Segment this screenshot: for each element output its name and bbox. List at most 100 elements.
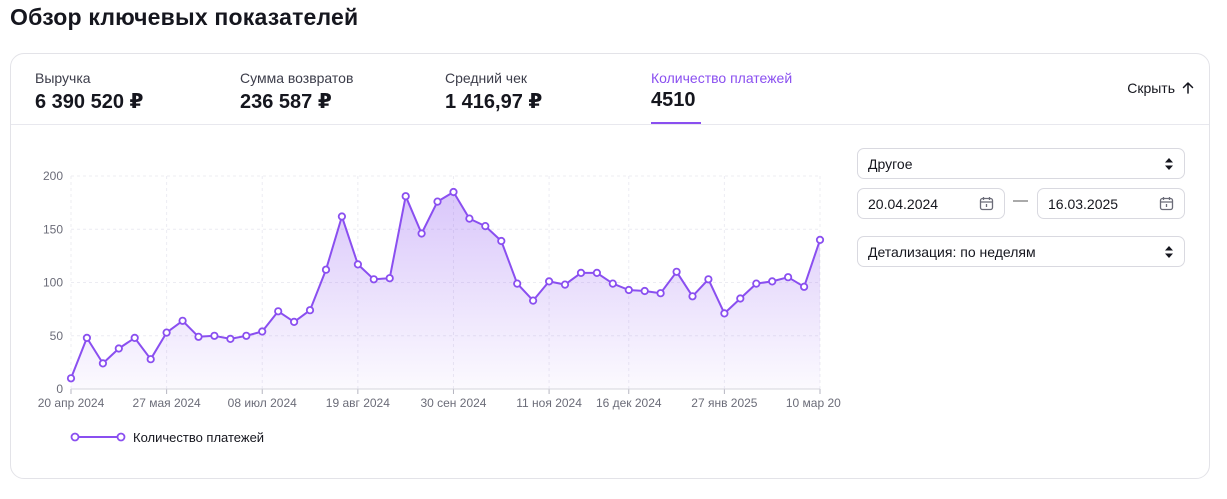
x-tick-label: 10 мар 2025 (786, 396, 841, 410)
date-from-value: 20.04.2024 (868, 195, 939, 212)
data-point (337, 212, 346, 221)
data-point (321, 265, 331, 274)
kpi-revenue[interactable]: Выручка 6 390 520 ₽ (35, 70, 143, 114)
y-tick-label: 100 (43, 276, 63, 290)
data-point (82, 333, 92, 342)
data-point (353, 260, 362, 269)
sort-arrows-icon (1165, 245, 1173, 258)
kpi-refunds[interactable]: Сумма возвратов 236 587 ₽ (240, 70, 353, 114)
arrow-up-icon (1182, 82, 1194, 94)
data-point (242, 331, 251, 340)
y-tick-label: 0 (56, 382, 63, 396)
x-tick-label: 20 апр 2024 (38, 396, 105, 410)
data-point (130, 333, 139, 342)
x-tick-label: 08 июл 2024 (228, 396, 297, 410)
data-point (513, 279, 522, 288)
data-point (481, 222, 490, 231)
data-point (417, 229, 426, 238)
data-point (799, 282, 809, 291)
hide-button-label: Скрыть (1127, 80, 1175, 96)
kpi-tabs: Выручка 6 390 520 ₽ Сумма возвратов 236 … (11, 54, 1209, 125)
data-point (544, 277, 554, 286)
data-point (289, 317, 299, 326)
x-tick-label: 11 ноя 2024 (516, 396, 582, 410)
data-point (592, 268, 602, 277)
series-area (71, 192, 820, 389)
period-select[interactable]: Другое (857, 148, 1185, 179)
hide-button[interactable]: Скрыть (1127, 80, 1195, 96)
data-point (656, 289, 665, 298)
kpi-average-check[interactable]: Средний чек 1 416,97 ₽ (445, 70, 542, 114)
data-point (720, 309, 729, 318)
y-tick-label: 200 (43, 169, 63, 183)
data-point (672, 267, 681, 276)
sort-arrows-icon (1165, 157, 1173, 170)
calendar-icon[interactable] (979, 196, 994, 211)
data-point (258, 327, 267, 336)
data-point (752, 279, 761, 288)
data-point (768, 277, 777, 286)
data-point (66, 374, 76, 383)
date-from-input[interactable]: 20.04.2024 (857, 188, 1005, 219)
data-point (576, 268, 586, 277)
kpi-value: 236 587 ₽ (240, 91, 332, 113)
legend-marker (116, 432, 126, 442)
data-point (162, 328, 171, 337)
data-point (465, 214, 474, 223)
data-point (98, 359, 108, 368)
calendar-icon[interactable] (1159, 196, 1174, 211)
kpi-payments-count[interactable]: Количество платежей 4510 (651, 70, 793, 124)
data-point (178, 316, 187, 325)
x-tick-label: 27 мая 2024 (133, 396, 201, 410)
kpi-value: 1 416,97 ₽ (445, 91, 543, 113)
data-point (210, 331, 219, 340)
data-point (497, 236, 506, 246)
kpi-card: Выручка 6 390 520 ₽ Сумма возвратов 236 … (10, 53, 1210, 479)
data-point (401, 192, 410, 201)
kpi-value: 6 390 520 ₽ (35, 91, 144, 113)
y-tick-label: 150 (43, 222, 63, 236)
detail-select-value: Детализация: по неделям (868, 243, 1036, 260)
data-point (194, 332, 203, 341)
kpi-label: Выручка (35, 70, 91, 86)
data-point (385, 274, 394, 283)
data-point (369, 275, 378, 284)
active-tab-indicator (651, 122, 701, 124)
data-point (640, 286, 649, 296)
data-point (226, 334, 235, 343)
data-point (815, 235, 825, 245)
payments-chart: 0 50 100 150 200 20 апр 2024 27 мая 2024 08 июл… (38, 169, 841, 445)
x-tick-label: 19 авг 2024 (326, 396, 390, 410)
data-point (449, 187, 458, 197)
chart-legend: Количество платежей (70, 430, 264, 445)
kpi-value: 4510 (651, 89, 696, 111)
kpi-label: Сумма возвратов (240, 70, 354, 86)
page-title: Обзор ключевых показателей (10, 4, 359, 30)
date-separator: — (1013, 192, 1028, 209)
data-point (274, 307, 283, 316)
x-tick-label: 30 сен 2024 (420, 396, 486, 410)
period-select-value: Другое (868, 155, 913, 172)
kpi-label: Количество платежей (651, 70, 793, 86)
date-to-input[interactable]: 16.03.2025 (1037, 188, 1185, 219)
data-point (704, 275, 713, 284)
data-point (608, 279, 617, 288)
legend-marker (70, 432, 80, 442)
data-point (433, 197, 442, 206)
data-point (688, 292, 697, 301)
x-tick-label: 16 дек 2024 (596, 396, 662, 410)
x-tick-label: 27 янв 2025 (691, 396, 758, 410)
data-point (783, 273, 793, 282)
data-point (736, 294, 745, 303)
data-point (624, 285, 633, 295)
data-point (146, 355, 155, 364)
legend-label: Количество платежей (133, 430, 264, 445)
y-tick-label: 50 (50, 329, 64, 343)
kpi-label: Средний чек (445, 70, 528, 86)
data-point (114, 344, 123, 353)
detail-select[interactable]: Детализация: по неделям (857, 236, 1185, 267)
data-point (560, 280, 570, 289)
data-point (528, 296, 538, 305)
date-to-value: 16.03.2025 (1048, 195, 1119, 212)
data-point (305, 306, 315, 315)
